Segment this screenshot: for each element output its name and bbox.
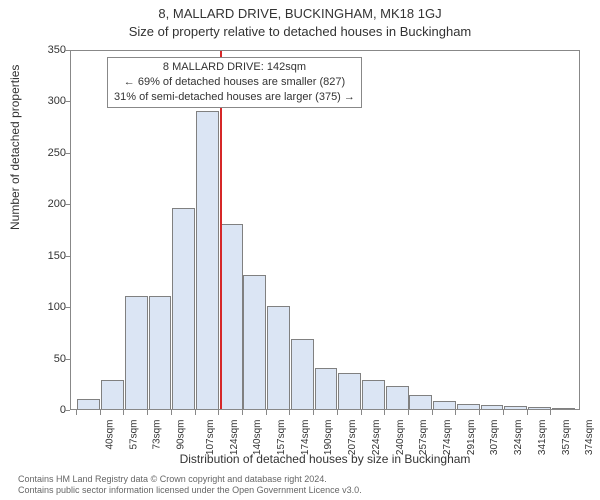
histogram-bar: [243, 275, 266, 409]
y-tick-label: 200: [6, 198, 66, 210]
y-tick-label: 350: [6, 44, 66, 56]
x-tick-mark: [313, 410, 314, 415]
histogram-bar: [291, 339, 314, 409]
y-tick-mark: [65, 359, 70, 360]
x-tick-label: 73sqm: [152, 420, 163, 450]
x-tick-label: 207sqm: [347, 420, 358, 456]
histogram-bar: [172, 208, 195, 409]
histogram-bar: [149, 296, 172, 409]
x-tick-label: 324sqm: [513, 420, 524, 456]
x-tick-mark: [266, 410, 267, 415]
y-tick-mark: [65, 204, 70, 205]
histogram-bar: [433, 401, 456, 409]
y-tick-label: 0: [6, 404, 66, 416]
x-tick-mark: [171, 410, 172, 415]
histogram-bar: [267, 306, 290, 409]
x-tick-label: 274sqm: [442, 420, 453, 456]
x-tick-mark: [384, 410, 385, 415]
x-tick-label: 40sqm: [105, 420, 116, 450]
x-tick-mark: [503, 410, 504, 415]
footer-text: Contains HM Land Registry data © Crown c…: [18, 474, 362, 497]
x-tick-mark: [242, 410, 243, 415]
x-tick-label: 291sqm: [466, 420, 477, 456]
chart-title-line1: 8, MALLARD DRIVE, BUCKINGHAM, MK18 1GJ: [0, 6, 600, 21]
y-tick-label: 250: [6, 147, 66, 159]
annotation-line2: ← 69% of detached houses are smaller (82…: [114, 75, 355, 90]
x-tick-mark: [76, 410, 77, 415]
histogram-bar: [125, 296, 148, 409]
histogram-bar: [315, 368, 338, 409]
x-tick-mark: [361, 410, 362, 415]
x-tick-mark: [337, 410, 338, 415]
x-tick-mark: [455, 410, 456, 415]
y-tick-mark: [65, 256, 70, 257]
x-tick-label: 157sqm: [276, 420, 287, 456]
x-tick-label: 307sqm: [490, 420, 501, 456]
x-tick-label: 224sqm: [371, 420, 382, 456]
y-tick-mark: [65, 153, 70, 154]
histogram-bar: [552, 408, 575, 409]
histogram-bar: [528, 407, 551, 409]
histogram-bar: [77, 399, 100, 409]
x-tick-mark: [527, 410, 528, 415]
histogram-bar: [386, 386, 409, 409]
histogram-bar: [481, 405, 504, 409]
x-tick-label: 90sqm: [176, 420, 187, 450]
histogram-bar: [101, 380, 124, 409]
y-tick-label: 300: [6, 95, 66, 107]
x-tick-label: 140sqm: [252, 420, 263, 456]
x-tick-mark: [147, 410, 148, 415]
annotation-box: 8 MALLARD DRIVE: 142sqm ← 69% of detache…: [107, 57, 362, 108]
y-tick-label: 150: [6, 250, 66, 262]
footer-line1: Contains HM Land Registry data © Crown c…: [18, 474, 362, 485]
x-tick-mark: [195, 410, 196, 415]
histogram-bar: [457, 404, 480, 409]
x-tick-mark: [432, 410, 433, 415]
x-tick-mark: [550, 410, 551, 415]
histogram-bar: [504, 406, 527, 409]
y-tick-mark: [65, 307, 70, 308]
histogram-bar: [362, 380, 385, 409]
chart-title-line2: Size of property relative to detached ho…: [0, 24, 600, 39]
x-tick-mark: [218, 410, 219, 415]
x-tick-mark: [100, 410, 101, 415]
y-tick-mark: [65, 410, 70, 411]
x-tick-label: 57sqm: [128, 420, 139, 450]
footer-line2: Contains public sector information licen…: [18, 485, 362, 496]
x-tick-mark: [479, 410, 480, 415]
annotation-line1: 8 MALLARD DRIVE: 142sqm: [114, 60, 355, 75]
x-tick-label: 257sqm: [418, 420, 429, 456]
y-tick-label: 100: [6, 301, 66, 313]
x-tick-label: 174sqm: [300, 420, 311, 456]
x-tick-label: 374sqm: [584, 420, 595, 456]
annotation-line3: 31% of semi-detached houses are larger (…: [114, 90, 355, 105]
x-tick-label: 124sqm: [229, 420, 240, 456]
x-tick-label: 341sqm: [537, 420, 548, 456]
x-tick-label: 240sqm: [395, 420, 406, 456]
y-tick-mark: [65, 101, 70, 102]
x-tick-mark: [289, 410, 290, 415]
histogram-bar: [196, 111, 219, 409]
chart-container: 8, MALLARD DRIVE, BUCKINGHAM, MK18 1GJ S…: [0, 0, 600, 500]
histogram-bar: [338, 373, 361, 409]
x-tick-mark: [123, 410, 124, 415]
x-tick-mark: [408, 410, 409, 415]
plot-area: 8 MALLARD DRIVE: 142sqm ← 69% of detache…: [70, 50, 580, 410]
x-tick-label: 357sqm: [561, 420, 572, 456]
y-tick-mark: [65, 50, 70, 51]
y-tick-label: 50: [6, 353, 66, 365]
x-tick-label: 190sqm: [324, 420, 335, 456]
x-tick-label: 107sqm: [205, 420, 216, 456]
histogram-bar: [220, 224, 243, 409]
histogram-bar: [409, 395, 432, 409]
